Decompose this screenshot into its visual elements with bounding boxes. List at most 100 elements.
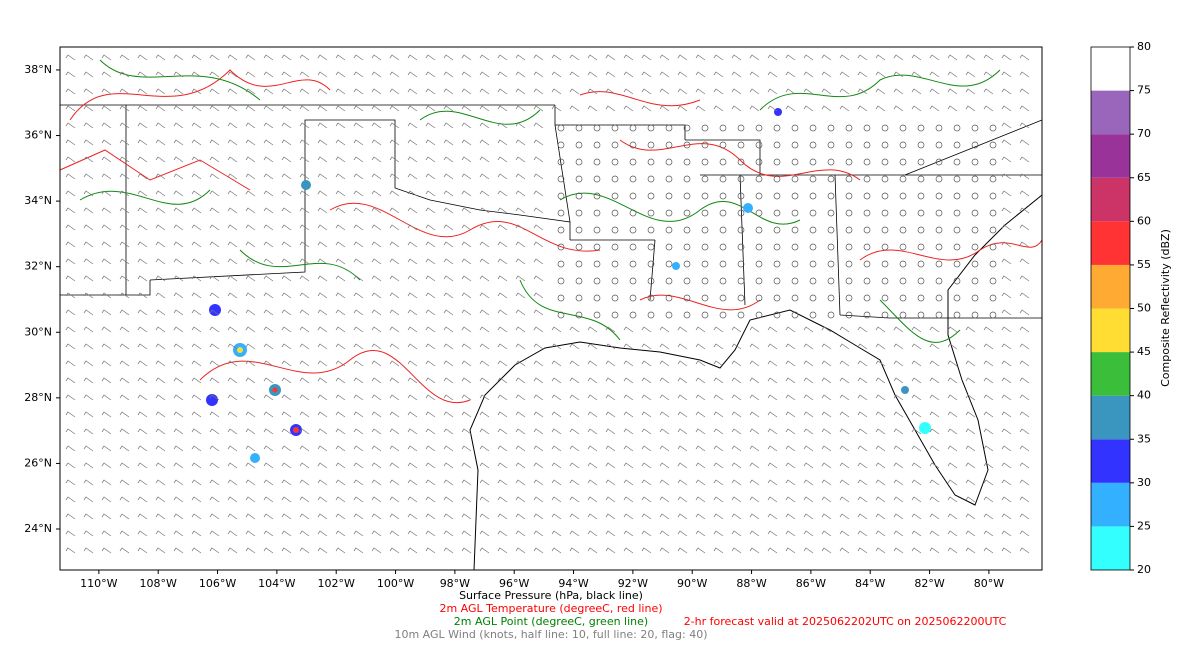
wind-barb <box>83 360 94 367</box>
calm-wind <box>827 158 835 166</box>
wind-barb <box>263 513 274 520</box>
calm-wind <box>773 192 781 200</box>
calm-wind <box>719 277 727 285</box>
wind-barb <box>173 547 184 554</box>
wind-barb <box>461 513 472 520</box>
wind-barb <box>155 105 166 112</box>
wind-barb <box>839 54 850 61</box>
wind-barb <box>299 190 310 197</box>
wind-barb <box>155 156 166 163</box>
wind-barb <box>245 139 256 146</box>
wind-barb <box>299 530 310 537</box>
wind-barb <box>1001 258 1012 265</box>
wind-barb <box>767 360 778 367</box>
calm-wind <box>593 158 601 166</box>
wind-barb <box>875 105 886 112</box>
wind-barb <box>965 479 976 486</box>
wind-barb <box>173 105 184 112</box>
wind-barb <box>209 513 220 520</box>
wind-barb <box>533 326 544 333</box>
wind-barb <box>407 360 418 367</box>
wind-barb <box>425 445 436 452</box>
wind-barb <box>425 394 436 401</box>
calm-wind <box>953 260 961 268</box>
wind-barb <box>425 530 436 537</box>
wind-barb <box>767 105 778 112</box>
wind-barb <box>65 309 76 316</box>
wind-barb <box>101 530 112 537</box>
calm-wind <box>737 192 745 200</box>
wind-barb <box>119 530 130 537</box>
wind-barb <box>65 88 76 95</box>
wind-barb <box>677 343 688 350</box>
calm-wind <box>809 158 817 166</box>
wind-barb <box>713 462 724 469</box>
colorbar-tick-label: 70 <box>1137 127 1151 140</box>
wind-barb <box>101 496 112 503</box>
wind-barb <box>767 479 778 486</box>
wind-barb <box>335 292 346 299</box>
wind-barb <box>875 462 886 469</box>
wind-barb <box>587 326 598 333</box>
wind-barb <box>191 173 202 180</box>
wind-barb <box>389 445 400 452</box>
calm-wind <box>899 124 907 132</box>
wind-barb <box>785 343 796 350</box>
wind-barb <box>497 54 508 61</box>
calm-wind <box>863 158 871 166</box>
wind-barb <box>263 530 274 537</box>
wind-barb <box>227 326 238 333</box>
calm-wind <box>557 192 565 200</box>
wind-barb <box>497 445 508 452</box>
wind-barb <box>101 377 112 384</box>
wind-barb <box>551 530 562 537</box>
wind-barb <box>281 292 292 299</box>
calm-wind <box>971 260 979 268</box>
wind-barb <box>911 530 922 537</box>
wind-barb <box>839 105 850 112</box>
wind-barb <box>137 122 148 129</box>
wind-barb <box>443 411 454 418</box>
wind-barb <box>569 411 580 418</box>
wind-barb <box>515 326 526 333</box>
wind-barb <box>137 343 148 350</box>
wind-barb <box>209 71 220 78</box>
wind-barb <box>281 479 292 486</box>
wind-barb <box>911 496 922 503</box>
wind-barb <box>1001 309 1012 316</box>
calm-wind <box>845 141 853 149</box>
wind-barb <box>155 241 166 248</box>
wind-barb <box>389 207 400 214</box>
calm-wind <box>791 192 799 200</box>
wind-barb <box>227 88 238 95</box>
wind-barb <box>947 343 958 350</box>
calm-wind <box>737 277 745 285</box>
wind-barb <box>479 292 490 299</box>
wind-barb <box>65 173 76 180</box>
wind-barb <box>173 173 184 180</box>
calm-wind <box>755 294 763 302</box>
wind-barb <box>461 88 472 95</box>
wind-barb <box>785 411 796 418</box>
wind-barb <box>497 139 508 146</box>
wind-barb <box>299 394 310 401</box>
wind-barb <box>155 275 166 282</box>
wind-barb <box>245 190 256 197</box>
wind-barb <box>443 54 454 61</box>
wind-barb <box>821 54 832 61</box>
wind-barb <box>857 445 868 452</box>
colorbar-band <box>1091 439 1130 483</box>
calm-wind <box>701 243 709 251</box>
wind-barb <box>1019 156 1030 163</box>
wind-barb <box>65 513 76 520</box>
wind-barb <box>659 326 670 333</box>
calm-wind <box>611 311 619 319</box>
calm-wind <box>647 243 655 251</box>
wind-barb <box>353 360 364 367</box>
wind-barb <box>605 377 616 384</box>
wind-barb <box>155 445 166 452</box>
wind-barbs <box>65 54 1030 554</box>
wind-barb <box>461 275 472 282</box>
calm-wind <box>557 124 565 132</box>
wind-barb <box>983 547 994 554</box>
